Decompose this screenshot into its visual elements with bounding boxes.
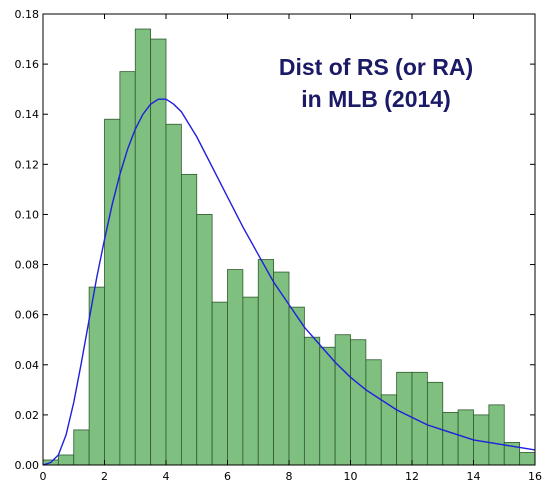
- histogram-bar: [119, 71, 136, 466]
- x-tick-label: 8: [286, 470, 293, 483]
- histogram-bar: [73, 429, 90, 466]
- histogram-bar: [227, 269, 244, 466]
- y-tick-label: 0.14: [15, 108, 40, 121]
- x-tick-label: 12: [405, 470, 419, 483]
- x-tick-label: 6: [224, 470, 231, 483]
- y-tick-labels: 0.00 0.02 0.04 0.06 0.08 0.10 0.12 0.14 0.16 0.18: [15, 8, 40, 472]
- histogram-bars: [42, 28, 536, 466]
- chart-title-line-1: Dist of RS (or RA): [279, 54, 473, 80]
- x-tick-label: 14: [467, 470, 481, 483]
- histogram-bar: [396, 371, 413, 466]
- histogram-bar: [211, 301, 228, 466]
- x-tick-label: 4: [163, 470, 170, 483]
- histogram-bar: [365, 359, 382, 466]
- y-tick-label: 0.04: [15, 359, 40, 372]
- y-tick-label: 0.06: [15, 309, 40, 322]
- histogram-bar: [488, 404, 505, 466]
- histogram-bar: [288, 306, 305, 466]
- histogram-bar: [519, 452, 536, 466]
- histogram-bar: [165, 123, 182, 466]
- y-tick-label: 0.18: [15, 8, 40, 21]
- axis-ticks: [42, 13, 536, 466]
- histogram-bar: [180, 173, 198, 466]
- histogram-bar: [104, 118, 121, 466]
- histogram-bar: [303, 336, 321, 466]
- fit-curve-line: [42, 98, 536, 466]
- x-tick-label: 2: [101, 470, 108, 483]
- y-tick-label: 0.00: [15, 459, 40, 472]
- y-tick-label: 0.12: [15, 158, 40, 171]
- histogram-bar: [319, 346, 336, 466]
- histogram-bar: [442, 411, 459, 466]
- y-tick-label: 0.02: [15, 409, 40, 422]
- y-tick-label: 0.10: [15, 208, 40, 221]
- x-tick-label: 16: [528, 470, 542, 483]
- histogram-bar: [134, 28, 152, 466]
- histogram-bar: [257, 259, 275, 466]
- histogram-bar: [88, 286, 105, 466]
- histogram-bar: [426, 381, 444, 466]
- x-tick-label: 10: [344, 470, 358, 483]
- x-tick-label: 0: [40, 470, 47, 483]
- y-tick-label: 0.08: [15, 259, 40, 272]
- histogram-bar: [196, 214, 213, 466]
- x-tick-labels: 0 2 4 6 8 10 12 14 16: [40, 470, 543, 483]
- histogram-bar: [242, 296, 259, 466]
- y-tick-label: 0.16: [15, 58, 40, 71]
- histogram-bar: [334, 334, 351, 466]
- fit-curve-group: [42, 98, 536, 466]
- chart-title-line-2: in MLB (2014): [301, 86, 451, 112]
- histogram-bar: [350, 339, 367, 466]
- histogram-bar: [57, 454, 75, 466]
